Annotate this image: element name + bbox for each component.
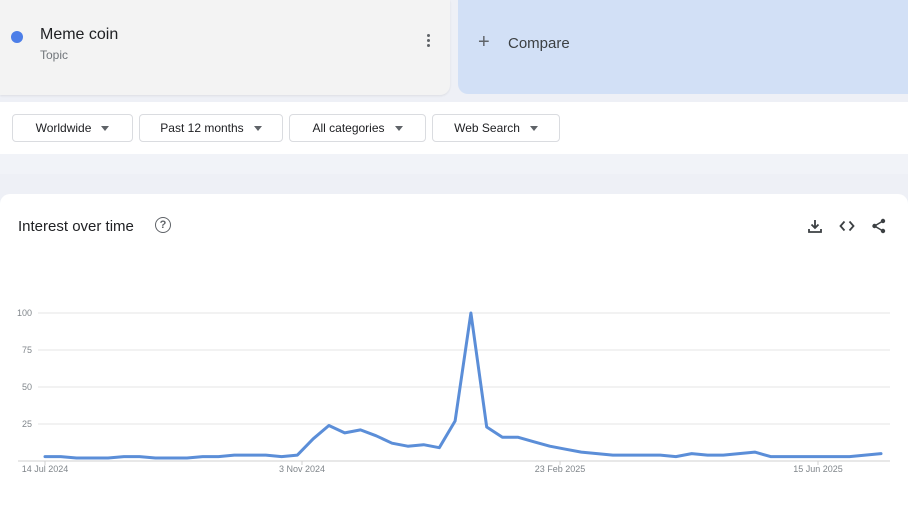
time-range-filter[interactable]: Past 12 months — [139, 114, 283, 142]
y-tick-label: 75 — [22, 345, 32, 355]
search-term-card[interactable]: Meme coin Topic — [0, 0, 450, 95]
x-tick-label: 14 Jul 2024 — [22, 464, 69, 474]
caret-down-icon — [253, 125, 262, 131]
category-filter[interactable]: All categories — [289, 114, 426, 142]
x-tick-label: 23 Feb 2025 — [535, 464, 586, 474]
plus-icon: + — [478, 31, 490, 53]
x-tick-label: 15 Jun 2025 — [793, 464, 843, 474]
y-tick-label: 25 — [22, 419, 32, 429]
caret-down-icon — [101, 125, 110, 131]
filter-bar: Worldwide Past 12 months All categories … — [0, 102, 908, 154]
more-icon[interactable] — [420, 34, 436, 54]
help-icon[interactable]: ? — [155, 217, 171, 233]
search-type-filter-label: Web Search — [454, 121, 520, 135]
interest-over-time-card: Interest over time ? 100 75 50 25 14 Jul 20… — [0, 194, 908, 516]
caret-down-icon — [529, 125, 538, 131]
term-color-dot — [11, 31, 23, 43]
category-filter-label: All categories — [312, 121, 385, 135]
caret-down-icon — [394, 125, 403, 131]
time-range-filter-label: Past 12 months — [160, 121, 244, 135]
compare-button[interactable]: + Compare — [458, 0, 908, 94]
download-icon[interactable] — [806, 217, 824, 235]
region-filter[interactable]: Worldwide — [12, 114, 133, 142]
search-type-filter[interactable]: Web Search — [432, 114, 560, 142]
divider-band — [0, 154, 908, 174]
interest-chart: 100 75 50 25 14 Jul 2024 3 Nov 2024 23 Feb 20… — [17, 308, 890, 474]
y-tick-label: 50 — [22, 382, 32, 392]
chart-title: Interest over time — [18, 218, 134, 235]
x-tick-label: 3 Nov 2024 — [279, 464, 325, 474]
series-line[interactable] — [43, 311, 883, 460]
compare-label: Compare — [508, 35, 570, 52]
share-icon[interactable] — [870, 217, 888, 235]
embed-icon[interactable] — [838, 217, 856, 235]
region-filter-label: Worldwide — [35, 121, 92, 135]
term-type: Topic — [40, 48, 69, 62]
y-tick-label: 100 — [17, 308, 32, 318]
term-name[interactable]: Meme coin — [40, 26, 119, 43]
